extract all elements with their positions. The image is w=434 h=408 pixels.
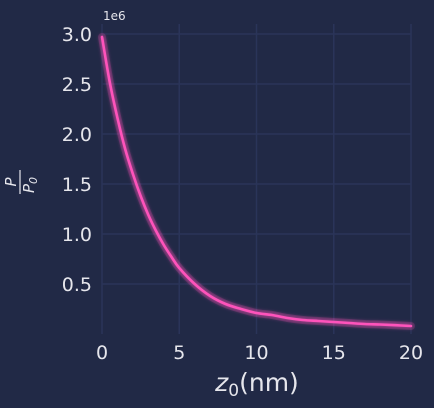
y-axis-label-denominator: P0 (20, 177, 40, 193)
y-tick-label: 2.0 (62, 124, 92, 146)
x-axis-label-sub: 0 (228, 381, 239, 401)
y-tick-label: 2.5 (62, 74, 92, 96)
y-axis-label-denominator-main: P (20, 183, 38, 193)
x-tick-label: 0 (96, 342, 108, 364)
x-tick-label: 10 (244, 342, 268, 364)
y-axis-label: P P0 (2, 170, 40, 194)
x-axis-label-main: z (214, 368, 229, 397)
y-axis-label-denominator-sub: 0 (27, 177, 40, 184)
grid (101, 24, 412, 334)
x-tick-label: 5 (173, 342, 185, 364)
y-tick-label: 1.5 (62, 174, 92, 196)
tick-labels: 0 5 10 15 20 0.5 1.0 1.5 2.0 2.5 3.0 (62, 24, 423, 364)
y-offset-text: 1e6 (103, 9, 126, 23)
x-tick-label: 20 (399, 342, 423, 364)
x-axis-label: z0(nm) (214, 368, 299, 401)
series-layer (98, 33, 415, 330)
series-line (100, 35, 413, 328)
x-axis-label-unit: (nm) (239, 368, 299, 397)
y-axis-label-numerator: P (2, 177, 20, 187)
y-tick-label: 0.5 (62, 274, 92, 296)
y-tick-label: 3.0 (62, 24, 92, 46)
y-tick-label: 1.0 (62, 224, 92, 246)
x-tick-label: 15 (322, 342, 346, 364)
